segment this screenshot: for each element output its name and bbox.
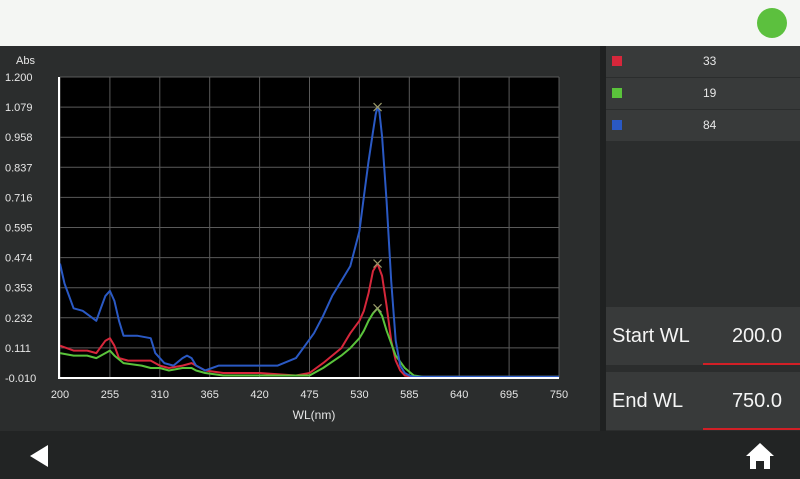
x-tick-label: 420 bbox=[250, 389, 268, 401]
end-wl-value[interactable]: 750.0 bbox=[731, 390, 782, 412]
x-tick-label: 200 bbox=[51, 389, 69, 401]
legend-swatch-blue bbox=[612, 120, 622, 130]
start-wl-field[interactable]: Start WL 200.0 bbox=[606, 307, 800, 365]
top-bar bbox=[0, 0, 800, 46]
x-axis-label: WL(nm) bbox=[293, 408, 336, 422]
x-tick-label: 365 bbox=[201, 389, 219, 401]
y-tick-label: 0.837 bbox=[5, 162, 33, 174]
legend-value: 84 bbox=[703, 118, 717, 132]
legend-item[interactable]: 19 bbox=[606, 78, 800, 110]
end-wl-label: End WL bbox=[612, 390, 684, 412]
y-tick-label: 0.111 bbox=[5, 343, 31, 355]
spectrum-chart: 1.200 1.079 0.958 0.837 0.716 0.595 0.474 0.353… bbox=[0, 46, 600, 431]
panel-divider bbox=[600, 46, 606, 431]
home-button[interactable] bbox=[740, 439, 780, 473]
y-tick-label: -0.010 bbox=[5, 373, 36, 385]
x-tick-label: 530 bbox=[350, 389, 368, 401]
peak-marker-19 bbox=[373, 303, 382, 313]
legend-item[interactable]: 84 bbox=[606, 110, 800, 142]
start-wl-value[interactable]: 200.0 bbox=[731, 325, 782, 347]
peak-marker-stroke bbox=[373, 102, 382, 112]
legend-panel: 33 19 84 bbox=[606, 46, 800, 142]
x-tick-label: 255 bbox=[101, 389, 119, 401]
legend-item[interactable]: 33 bbox=[606, 46, 800, 78]
x-tick-label: 310 bbox=[151, 389, 169, 401]
x-tick-label: 640 bbox=[450, 389, 468, 401]
peak-markers bbox=[373, 102, 382, 313]
y-tick-label: 0.716 bbox=[5, 192, 33, 204]
legend-swatch-green bbox=[612, 88, 622, 98]
back-arrow-icon bbox=[30, 445, 48, 467]
home-icon bbox=[746, 443, 774, 469]
status-indicator bbox=[757, 8, 787, 38]
y-tick-label: 1.079 bbox=[5, 102, 33, 114]
end-wl-field[interactable]: End WL 750.0 bbox=[606, 372, 800, 430]
y-tick-labels: 1.200 1.079 0.958 0.837 0.716 0.595 0.474 0.353… bbox=[5, 72, 36, 385]
x-tick-label: 585 bbox=[400, 389, 418, 401]
end-wl-underline bbox=[703, 428, 800, 430]
series-lines bbox=[59, 106, 559, 378]
x-tick-labels: 200 255 310 365 420 475 530 585 640 695 750 bbox=[51, 389, 568, 401]
chart-svg: 1.200 1.079 0.958 0.837 0.716 0.595 0.474 0.353… bbox=[5, 55, 568, 422]
y-tick-label: 1.200 bbox=[5, 72, 33, 84]
legend-swatch-red bbox=[612, 56, 622, 66]
back-button[interactable] bbox=[22, 441, 62, 471]
series-line-33 bbox=[59, 262, 559, 378]
y-tick-label: 0.353 bbox=[5, 283, 33, 295]
x-tick-label: 475 bbox=[300, 389, 318, 401]
y-tick-label: 0.474 bbox=[5, 253, 33, 265]
y-tick-label: 0.232 bbox=[5, 313, 33, 325]
start-wl-label: Start WL bbox=[612, 325, 690, 347]
y-axis-label: Abs bbox=[16, 55, 35, 67]
series-line-84 bbox=[59, 106, 559, 378]
main-area: 1.200 1.079 0.958 0.837 0.716 0.595 0.474 0.353… bbox=[0, 46, 800, 431]
legend-value: 33 bbox=[703, 54, 717, 68]
peak-marker-stroke bbox=[373, 259, 382, 268]
x-tick-label: 695 bbox=[500, 389, 518, 401]
bottom-nav-bar bbox=[0, 431, 800, 479]
series-line-19 bbox=[59, 307, 559, 378]
peak-marker-stroke bbox=[373, 303, 382, 313]
x-tick-label: 750 bbox=[550, 389, 568, 401]
legend-value: 19 bbox=[703, 86, 717, 100]
y-tick-label: 0.958 bbox=[5, 132, 33, 144]
start-wl-underline bbox=[703, 363, 800, 365]
y-tick-label: 0.595 bbox=[5, 223, 33, 235]
peak-marker-84 bbox=[373, 102, 382, 112]
peak-marker-33 bbox=[373, 259, 382, 268]
